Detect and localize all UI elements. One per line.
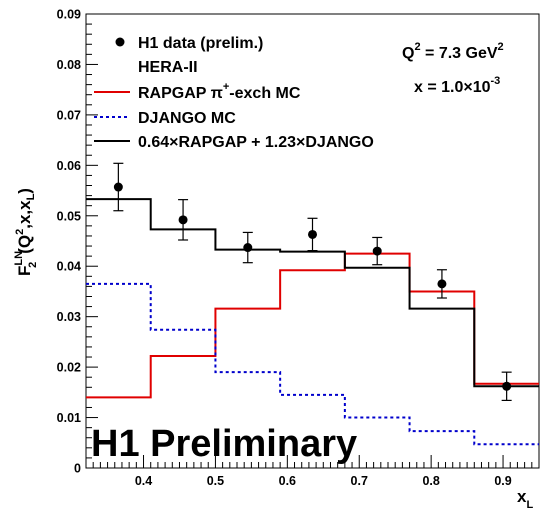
- series-group: [86, 198, 539, 446]
- legend-combo-label: 0.64×RAPGAP + 1.23×DJANGO: [138, 134, 374, 151]
- x-tick-label: 0.4: [135, 474, 152, 488]
- y-tick-label: 0.04: [57, 260, 81, 274]
- q2-unit-sup: 2: [498, 41, 504, 53]
- x-title-base: x: [517, 487, 527, 506]
- y-tick-label: 0.09: [57, 8, 81, 22]
- data-point: [113, 182, 123, 192]
- data-point: [437, 279, 447, 289]
- legend-data-sublabel: HERA-II: [138, 59, 198, 76]
- y-title-args: (Q: [15, 235, 34, 254]
- x-sup: -3: [491, 75, 501, 87]
- data-point: [308, 229, 317, 239]
- y-tick-label: 0.01: [57, 411, 81, 425]
- y-title-args-end: ): [15, 188, 34, 194]
- legend-data-label: H1 data (prelim.): [138, 35, 263, 52]
- legend-rapgap-label: RAPGAP π+-exch MC: [138, 81, 301, 102]
- x-title-sub: L: [526, 499, 533, 511]
- x-tick-label: 0.7: [351, 474, 368, 488]
- data-point: [243, 243, 253, 253]
- y-tick-label: 0: [74, 462, 81, 476]
- q2-sup: 2: [414, 41, 420, 53]
- y-axis-ticks: 0 0.01 0.02 0.03 0.04 0.05 0.06 0.07 0.08 0.09: [57, 8, 98, 476]
- combined-histogram: [86, 198, 539, 388]
- data-point: [372, 246, 382, 256]
- y-title-sup: LN: [13, 251, 25, 266]
- django-histogram: [86, 282, 539, 446]
- y-title-args-sup: 2: [14, 229, 26, 235]
- y-title-args-rest: ,x,x: [15, 200, 34, 229]
- x-axis-title: xL: [517, 487, 533, 511]
- x-axis-ticks: 0.4 0.5 0.6 0.7 0.8 0.9: [85, 455, 540, 488]
- y-title-base: F: [15, 266, 34, 276]
- y-tick-label: 0.07: [57, 108, 81, 122]
- h1-preliminary-watermark: H1 Preliminary: [91, 423, 357, 465]
- y-tick-label: 0.05: [57, 209, 81, 223]
- q2-pre: Q: [402, 45, 414, 62]
- legend-rapgap-sup: +: [223, 81, 229, 93]
- y-tick-label: 0.02: [57, 361, 81, 375]
- legend-rapgap-main: RAPGAP π: [138, 85, 223, 102]
- y-title-sub: 2: [27, 262, 39, 268]
- y-tick-label: 0.03: [57, 310, 81, 324]
- x-pre: x = 1.0×10: [414, 79, 491, 96]
- x-tick-label: 0.6: [279, 474, 296, 488]
- x-tick-label: 0.8: [422, 474, 439, 488]
- data-points-group: [113, 162, 512, 402]
- q2-annotation: Q2 = 7.3 GeV2: [402, 41, 504, 62]
- legend-rapgap-rest: -exch MC: [229, 85, 301, 102]
- legend: H1 data (prelim.) HERA-II RAPGAP π+-exch…: [94, 35, 374, 151]
- data-point: [502, 381, 512, 391]
- data-point: [178, 215, 188, 225]
- legend-django-label: DJANGO MC: [138, 110, 236, 127]
- x-tick-label: 0.5: [207, 474, 224, 488]
- x-tick-label: 0.9: [494, 474, 511, 488]
- rapgap-histogram: [86, 252, 539, 399]
- x-annotation: x = 1.0×10-3: [414, 75, 500, 96]
- y-tick-label: 0.06: [57, 159, 81, 173]
- y-axis-title: FLN 2(Q2,x,xL): [13, 188, 39, 276]
- y-title-args-sub: L: [25, 193, 37, 200]
- y-tick-label: 0.08: [57, 58, 81, 72]
- plot-frame: [85, 13, 540, 469]
- legend-data-marker: [115, 37, 125, 47]
- q2-post: = 7.3 GeV: [421, 45, 498, 62]
- kinematics-annotation: Q2 = 7.3 GeV2 x = 1.0×10-3: [402, 41, 504, 96]
